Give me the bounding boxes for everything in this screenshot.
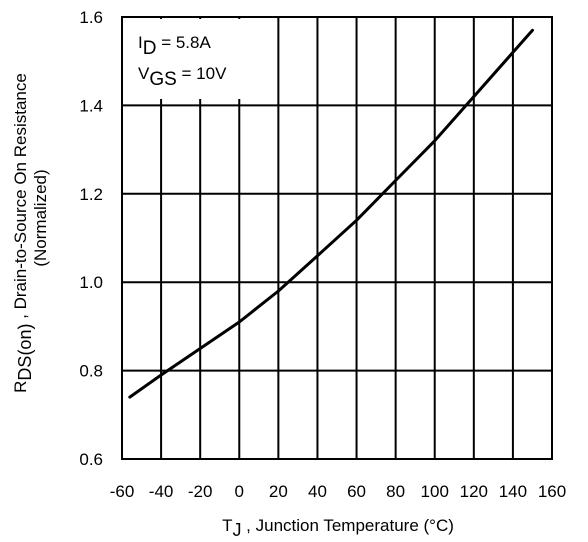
y-axis-title-main: R bbox=[11, 381, 30, 393]
x-axis-title: TJ , Junction Temperature (°C) bbox=[222, 516, 454, 540]
annotation-drain-current: ID = 5.8A bbox=[138, 33, 211, 59]
x-tick-labels: -60 -40 -20 0 20 40 60 80 100 120 140 160 bbox=[110, 482, 566, 501]
annotation-drain-current-sub: D bbox=[143, 38, 157, 59]
series-line bbox=[128, 28, 534, 399]
x-tick-label: 120 bbox=[460, 482, 488, 501]
plot-frame bbox=[121, 16, 553, 460]
x-tick-label: 160 bbox=[538, 482, 566, 501]
x-tick-label: 80 bbox=[386, 482, 405, 501]
annotation-drain-current-main: I bbox=[138, 33, 143, 52]
annotation-gate-voltage-sub: GS bbox=[149, 69, 176, 90]
y-axis-title-rest: , Drain-to-Source On Resistance bbox=[11, 73, 30, 323]
y-tick-labels: 0.6 0.8 1.0 1.2 1.4 1.6 bbox=[79, 8, 103, 469]
y-tick-label: 0.6 bbox=[79, 450, 103, 469]
x-tick-label: 0 bbox=[235, 482, 244, 501]
x-tick-label: 40 bbox=[308, 482, 327, 501]
annotation-background bbox=[124, 19, 258, 99]
annotation-gate-voltage-rest: = 10V bbox=[177, 64, 227, 83]
x-tick-label: 60 bbox=[347, 482, 366, 501]
x-tick-label: 140 bbox=[499, 482, 527, 501]
y-tick-label: 1.6 bbox=[79, 8, 103, 27]
x-axis-title-sub: J bbox=[232, 520, 241, 540]
y-axis-title-group: RDS(on) , Drain-to-Source On Resistance … bbox=[11, 73, 50, 393]
x-tick-label: -20 bbox=[188, 482, 213, 501]
y-tick-label: 1.2 bbox=[79, 185, 103, 204]
x-tick-label: -40 bbox=[149, 482, 174, 501]
grid-lines bbox=[122, 17, 552, 459]
annotation-gate-voltage: VGS = 10V bbox=[138, 64, 227, 90]
annotation-drain-current-rest: = 5.8A bbox=[156, 33, 211, 52]
y-tick-label: 0.8 bbox=[79, 362, 103, 381]
x-axis-title-rest: , Junction Temperature (°C) bbox=[241, 516, 453, 535]
x-tick-label: 20 bbox=[269, 482, 288, 501]
annotation-group: ID = 5.8A VGS = 10V bbox=[138, 33, 227, 90]
y-axis-title: RDS(on) , Drain-to-Source On Resistance bbox=[11, 73, 35, 393]
annotation-gate-voltage-main: V bbox=[138, 64, 150, 83]
x-axis-title-main: T bbox=[222, 516, 232, 535]
y-tick-label: 1.0 bbox=[79, 273, 103, 292]
y-axis-title-line2: (Normalized) bbox=[31, 169, 50, 266]
x-tick-label: -60 bbox=[110, 482, 135, 501]
x-tick-label: 100 bbox=[421, 482, 449, 501]
y-axis-title-sub: DS(on) bbox=[15, 324, 35, 381]
y-tick-label: 1.4 bbox=[79, 96, 103, 115]
